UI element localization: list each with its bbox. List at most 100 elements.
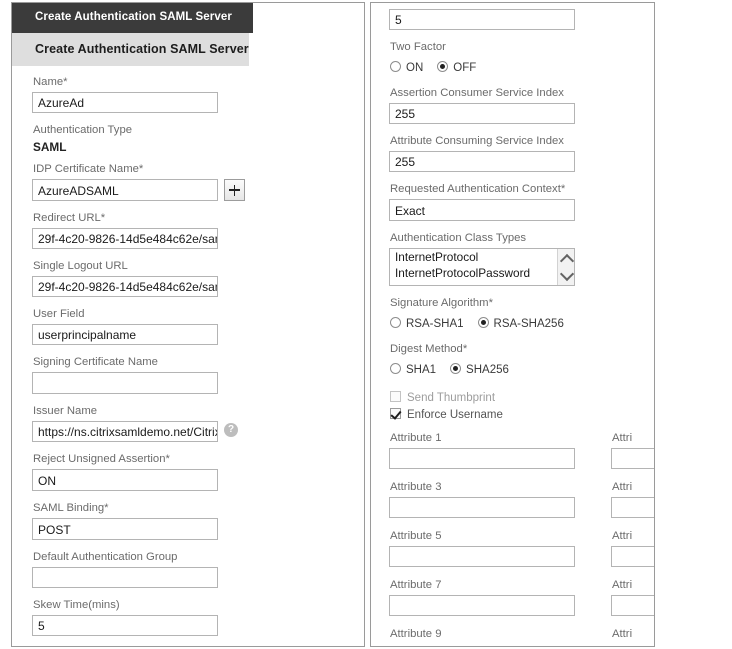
issuer-name-label: Issuer Name: [33, 405, 98, 417]
attribute-input[interactable]: [611, 448, 654, 469]
field-reject-unsigned-assertion: Reject Unsigned Assertion* ON: [32, 452, 352, 491]
field-requested-authentication-context: Requested Authentication Context* Exact: [389, 182, 651, 221]
field-two-factor: Two Factor ON OFF: [389, 40, 651, 74]
create-saml-server-left-panel: Create Authentication SAML Server Create…: [11, 2, 365, 647]
attribute-cell: Attri: [611, 431, 654, 469]
saml-binding-select[interactable]: POST: [32, 518, 218, 540]
single-logout-url-label: Single Logout URL: [33, 260, 128, 272]
attribute-input[interactable]: [611, 595, 654, 616]
two-factor-radio-on[interactable]: [390, 61, 401, 72]
digest-method-sha1-label: SHA1: [406, 364, 437, 376]
requested-authentication-context-select[interactable]: Exact: [389, 199, 575, 221]
field-digest-method: Digest Method* SHA1 SHA256: [389, 342, 651, 376]
two-factor-radio-off[interactable]: [437, 61, 449, 72]
chevron-down-icon[interactable]: [559, 266, 574, 282]
field-authentication-type: Authentication Type SAML: [32, 123, 352, 162]
assertion-consumer-service-index-label: Assertion Consumer Service Index: [390, 87, 564, 99]
user-field-label: User Field: [33, 308, 85, 320]
attribute-row: Attribute 3 Attri: [389, 480, 654, 529]
attribute-cell: Attri: [611, 529, 654, 567]
field-issuer-name: Issuer Name https://ns.citrixsamldemo.ne…: [32, 404, 352, 442]
attribute-label: Attri: [612, 481, 633, 493]
assertion-consumer-service-index-input[interactable]: 255: [389, 103, 575, 124]
left-form: Name* AzureAd Authentication Type SAML I…: [32, 75, 352, 646]
attribute-input[interactable]: [389, 497, 575, 518]
attribute-row-cutoff: Attribute 9 Attri: [389, 627, 651, 639]
list-item[interactable]: InternetProtocolPassword: [395, 266, 531, 280]
attribute-input[interactable]: [389, 448, 575, 469]
field-single-logout-url: Single Logout URL 29f-4c20-9826-14d5e484…: [32, 259, 352, 297]
signature-algorithm-radio-rsa-sha256[interactable]: [477, 317, 489, 328]
right-form: 5 Two Factor ON OFF Assertion Consumer Se…: [389, 9, 654, 639]
authentication-type-label: Authentication Type: [33, 124, 133, 136]
saml-binding-label: SAML Binding*: [33, 502, 109, 514]
attribute-label: Attribute 5: [390, 530, 442, 542]
signature-algorithm-label: Signature Algorithm*: [390, 297, 493, 309]
digest-method-radio-sha1[interactable]: [390, 363, 401, 374]
attribute-cell: Attribute 7: [389, 578, 575, 616]
attribute-cell: Attri: [611, 627, 632, 639]
send-thumbprint-label: Send Thumbprint: [407, 392, 496, 404]
field-signing-certificate-name: Signing Certificate Name: [32, 355, 352, 394]
skew-time-input-continued[interactable]: 5: [389, 9, 575, 30]
reject-unsigned-assertion-select[interactable]: ON: [32, 469, 218, 491]
field-skew-time: Skew Time(mins) 5: [32, 598, 352, 636]
attribute-row: Attribute 5 Attri: [389, 529, 654, 578]
attribute-input[interactable]: [389, 595, 575, 616]
two-factor-radio-group: ON OFF: [390, 58, 651, 74]
digest-method-label: Digest Method*: [390, 343, 468, 355]
two-factor-on-label: ON: [406, 62, 424, 74]
attribute-label: Attri: [612, 432, 633, 444]
user-field-input[interactable]: userprincipalname: [32, 324, 218, 345]
field-skew-time-continued: 5: [389, 9, 651, 30]
attribute-cell: Attri: [611, 578, 654, 616]
checkbox-enforce-username[interactable]: Enforce Username: [390, 405, 651, 422]
signature-algorithm-radio-group: RSA-SHA1 RSA-SHA256: [390, 314, 651, 330]
attributes-grid: Attribute 1 Attri Attribute 3 Attri: [389, 431, 654, 639]
digest-method-radio-group: SHA1 SHA256: [390, 360, 651, 376]
signature-algorithm-rsa-sha256-label: RSA-SHA256: [493, 318, 564, 330]
attribute-label: Attri: [612, 628, 633, 639]
attribute-input[interactable]: [611, 546, 654, 567]
checkbox-send-thumbprint[interactable]: Send Thumbprint: [390, 388, 651, 405]
authentication-type-value: SAML: [33, 140, 67, 154]
send-thumbprint-checkbox[interactable]: [390, 391, 401, 402]
enforce-username-label: Enforce Username: [407, 409, 503, 421]
create-saml-server-right-panel: 5 Two Factor ON OFF Assertion Consumer Se…: [370, 2, 655, 647]
attribute-input[interactable]: [611, 497, 654, 518]
window-titlebar: Create Authentication SAML Server: [12, 3, 253, 33]
issuer-name-input[interactable]: https://ns.citrixsamldemo.net/Citrix/S: [32, 421, 218, 442]
signature-algorithm-radio-rsa-sha1[interactable]: [390, 317, 401, 328]
field-saml-binding: SAML Binding* POST: [32, 501, 352, 540]
name-input[interactable]: AzureAd: [32, 92, 218, 113]
attribute-cell: Attribute 3: [389, 480, 575, 518]
digest-method-sha256-label: SHA256: [466, 364, 509, 376]
attribute-row: Attribute 1 Attri: [389, 431, 654, 480]
default-authentication-group-input[interactable]: [32, 567, 218, 588]
attribute-label: Attri: [612, 579, 633, 591]
attribute-label: Attri: [612, 530, 633, 542]
help-icon[interactable]: ?: [224, 423, 238, 437]
list-item[interactable]: InternetProtocol: [395, 250, 479, 264]
authentication-class-types-listbox[interactable]: InternetProtocol InternetProtocolPasswor…: [389, 248, 575, 286]
single-logout-url-input[interactable]: 29f-4c20-9826-14d5e484c62e/saml2: [32, 276, 218, 297]
attribute-consuming-service-index-input[interactable]: 255: [389, 151, 575, 172]
add-certificate-button[interactable]: [224, 179, 245, 201]
name-label: Name*: [33, 76, 68, 88]
listbox-scrollbar[interactable]: [557, 249, 574, 285]
redirect-url-input[interactable]: 29f-4c20-9826-14d5e484c62e/saml2: [32, 228, 218, 249]
requested-authentication-context-label: Requested Authentication Context*: [390, 183, 566, 195]
attribute-row: Attribute 7 Attri: [389, 578, 654, 627]
signing-certificate-name-label: Signing Certificate Name: [33, 356, 158, 368]
signing-certificate-name-select[interactable]: [32, 372, 218, 394]
attribute-cell: Attri: [611, 480, 654, 518]
attribute-cell: Attribute 1: [389, 431, 575, 469]
idp-certificate-name-select[interactable]: AzureADSAML: [32, 179, 218, 201]
attribute-consuming-service-index-label: Attribute Consuming Service Index: [390, 135, 564, 147]
enforce-username-checkbox[interactable]: [390, 408, 401, 419]
attribute-input[interactable]: [389, 546, 575, 567]
digest-method-radio-sha256[interactable]: [450, 363, 462, 374]
attribute-label: Attribute 7: [390, 579, 442, 591]
field-assertion-consumer-service-index: Assertion Consumer Service Index 255: [389, 86, 651, 124]
skew-time-input[interactable]: 5: [32, 615, 218, 636]
